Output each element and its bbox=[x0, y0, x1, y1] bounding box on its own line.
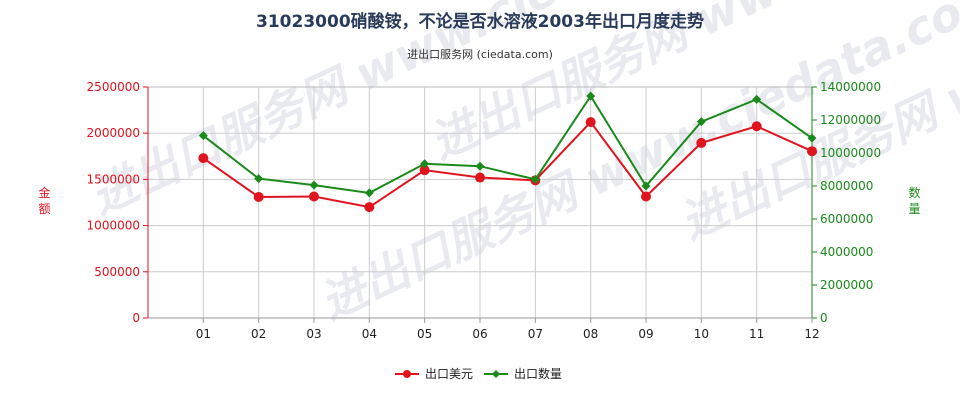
series-point-2 bbox=[420, 159, 430, 169]
x-tick-label: 04 bbox=[362, 327, 377, 341]
legend-marker-2 bbox=[492, 370, 500, 378]
series-point-2 bbox=[807, 133, 817, 143]
y-left-tick-label: 2000000 bbox=[87, 126, 140, 140]
y-right-tick-label: 2000000 bbox=[820, 278, 873, 292]
y-right-tick-label: 6000000 bbox=[820, 212, 873, 226]
series-point-2 bbox=[475, 161, 485, 171]
series-point-2 bbox=[696, 117, 706, 127]
y-left-tick-label: 1500000 bbox=[87, 172, 140, 186]
series-point-2 bbox=[198, 131, 208, 141]
y-right-tick-label: 14000000 bbox=[820, 80, 881, 94]
y-right-tick-label: 10000000 bbox=[820, 146, 881, 160]
series-point-2 bbox=[530, 174, 540, 184]
series-point-1 bbox=[309, 191, 319, 202]
series-point-1 bbox=[419, 165, 430, 176]
x-tick-label: 09 bbox=[638, 327, 653, 341]
x-tick-label: 10 bbox=[694, 327, 709, 341]
x-tick-label: 07 bbox=[528, 327, 543, 341]
series-point-1 bbox=[585, 117, 596, 128]
x-tick-label: 11 bbox=[749, 327, 764, 341]
x-tick-label: 01 bbox=[196, 327, 211, 341]
y-left-tick-label: 500000 bbox=[94, 265, 140, 279]
x-tick-label: 05 bbox=[417, 327, 432, 341]
legend-label-2: 出口数量 bbox=[514, 366, 562, 381]
series-point-2 bbox=[641, 181, 651, 191]
x-tick-label: 03 bbox=[306, 327, 321, 341]
series-point-2 bbox=[752, 94, 762, 104]
series-point-2 bbox=[309, 180, 319, 190]
series-line-1 bbox=[202, 120, 813, 209]
x-tick-label: 02 bbox=[251, 327, 266, 341]
series-point-1 bbox=[364, 202, 375, 213]
series-point-1 bbox=[475, 172, 485, 183]
y-right-tick-label: 0 bbox=[820, 311, 828, 325]
series-point-1 bbox=[641, 191, 651, 202]
y-right-tick-label: 12000000 bbox=[820, 113, 881, 127]
series-line-2 bbox=[202, 94, 813, 194]
y-left-tick-label: 0 bbox=[132, 311, 140, 325]
series-point-1 bbox=[253, 191, 264, 202]
y-left-tick-label: 1000000 bbox=[87, 219, 140, 233]
chart-subtitle: 进出口服务网 (ciedata.com) bbox=[407, 47, 553, 61]
y-left-axis-title: 金额 bbox=[37, 185, 51, 218]
series-point-1 bbox=[751, 121, 762, 132]
y-left-tick-label: 2500000 bbox=[87, 80, 140, 94]
x-tick-label: 12 bbox=[804, 327, 819, 341]
series-point-2 bbox=[586, 91, 596, 101]
series-point-1 bbox=[198, 153, 209, 164]
series-point-2 bbox=[254, 174, 264, 184]
legend-marker-1 bbox=[403, 370, 411, 378]
axes-layer: 0 500000 1000000 1500000 2000000 2500000 0 2000… bbox=[37, 80, 921, 341]
y-right-tick-label: 4000000 bbox=[820, 245, 873, 259]
x-tick-label: 08 bbox=[583, 327, 598, 341]
chart-title: 31023000硝酸铵，不论是否水溶液2003年出口月度走势 bbox=[256, 11, 704, 32]
legend-label-1: 出口美元 bbox=[425, 367, 473, 381]
x-tick-label: 06 bbox=[472, 327, 487, 341]
legend: 出口美元 出口数量 bbox=[395, 366, 562, 381]
series-layer bbox=[198, 91, 817, 213]
series-point-2 bbox=[364, 188, 374, 198]
y-right-tick-label: 8000000 bbox=[820, 179, 873, 193]
series-point-1 bbox=[696, 137, 707, 148]
series-point-1 bbox=[807, 146, 817, 157]
y-right-axis-title: 数量 bbox=[907, 185, 921, 218]
